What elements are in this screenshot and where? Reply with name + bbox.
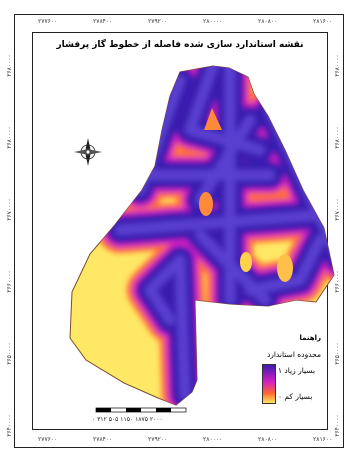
coordinate-tick-label: ۲۷۹۲۰۰ — [148, 436, 168, 443]
legend-heading: راهنما — [299, 334, 321, 342]
map-outer-frame — [14, 14, 344, 448]
legend-high-label: بسیار زیاد ۱ — [278, 366, 316, 375]
map-title: نقشه استاندارد سازی شده فاصله از خطوط گا… — [56, 40, 304, 50]
coordinate-tick-label: ۲۷۹۲۰۰ — [148, 18, 168, 25]
coordinate-tick-label: ۲۸۱۶۰۰ — [313, 436, 333, 443]
legend-color-ramp — [262, 364, 276, 404]
coordinate-tick-label: ۲۸۰۸۰۰ — [258, 436, 278, 443]
inner-pocket — [277, 254, 293, 282]
map-inner-frame — [32, 32, 328, 430]
north-arrow-compass-icon — [74, 138, 102, 166]
inner-pocket — [240, 252, 252, 272]
coordinate-tick-label: ۲۸۰۸۰۰ — [258, 18, 278, 25]
coordinate-tick-label: ۲۸۰۰۰۰ — [203, 18, 223, 25]
coordinate-tick-label: ۲۷۸۴۰۰ — [93, 436, 113, 443]
coordinate-tick-label: ۲۷۷۶۰۰ — [38, 18, 58, 25]
scale-bar-label: ۰ ۳۱۲ ۵۰۵ ۱۱۵۰ ۱۸۷۵ ۲۰۰۰ — [92, 416, 163, 423]
coordinate-tick-label: ۲۸۱۶۰۰ — [313, 18, 333, 25]
coordinate-tick-label: ۲۷۸۴۰۰ — [93, 18, 113, 25]
inner-pocket — [199, 192, 213, 216]
coordinate-tick-label: ۲۷۷۶۰۰ — [38, 436, 58, 443]
coordinate-tick-label: ۲۸۰۰۰۰ — [203, 436, 223, 443]
scale-bar — [95, 407, 187, 413]
legend-low-label: بسیار کم ۰ — [278, 392, 313, 401]
legend-title: محدوده استاندارد — [266, 350, 321, 359]
inner-pocket — [204, 108, 222, 130]
